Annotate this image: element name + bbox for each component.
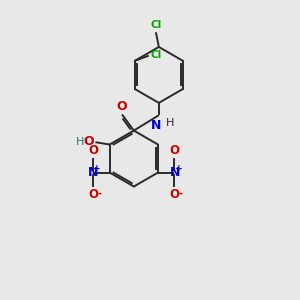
Text: N: N — [169, 166, 180, 179]
Text: N: N — [151, 119, 162, 132]
Text: +: + — [176, 164, 183, 173]
Text: -: - — [178, 188, 183, 198]
Text: -: - — [98, 188, 102, 198]
Text: O: O — [88, 144, 98, 157]
Text: H: H — [76, 136, 84, 147]
Text: O: O — [83, 135, 94, 148]
Text: O: O — [88, 188, 98, 201]
Text: O: O — [169, 188, 179, 201]
Text: O: O — [117, 100, 127, 113]
Text: Cl: Cl — [150, 50, 161, 60]
Text: +: + — [93, 164, 101, 173]
Text: O: O — [169, 144, 179, 157]
Text: N: N — [88, 166, 98, 179]
Text: H: H — [166, 118, 175, 128]
Text: Cl: Cl — [150, 20, 161, 30]
